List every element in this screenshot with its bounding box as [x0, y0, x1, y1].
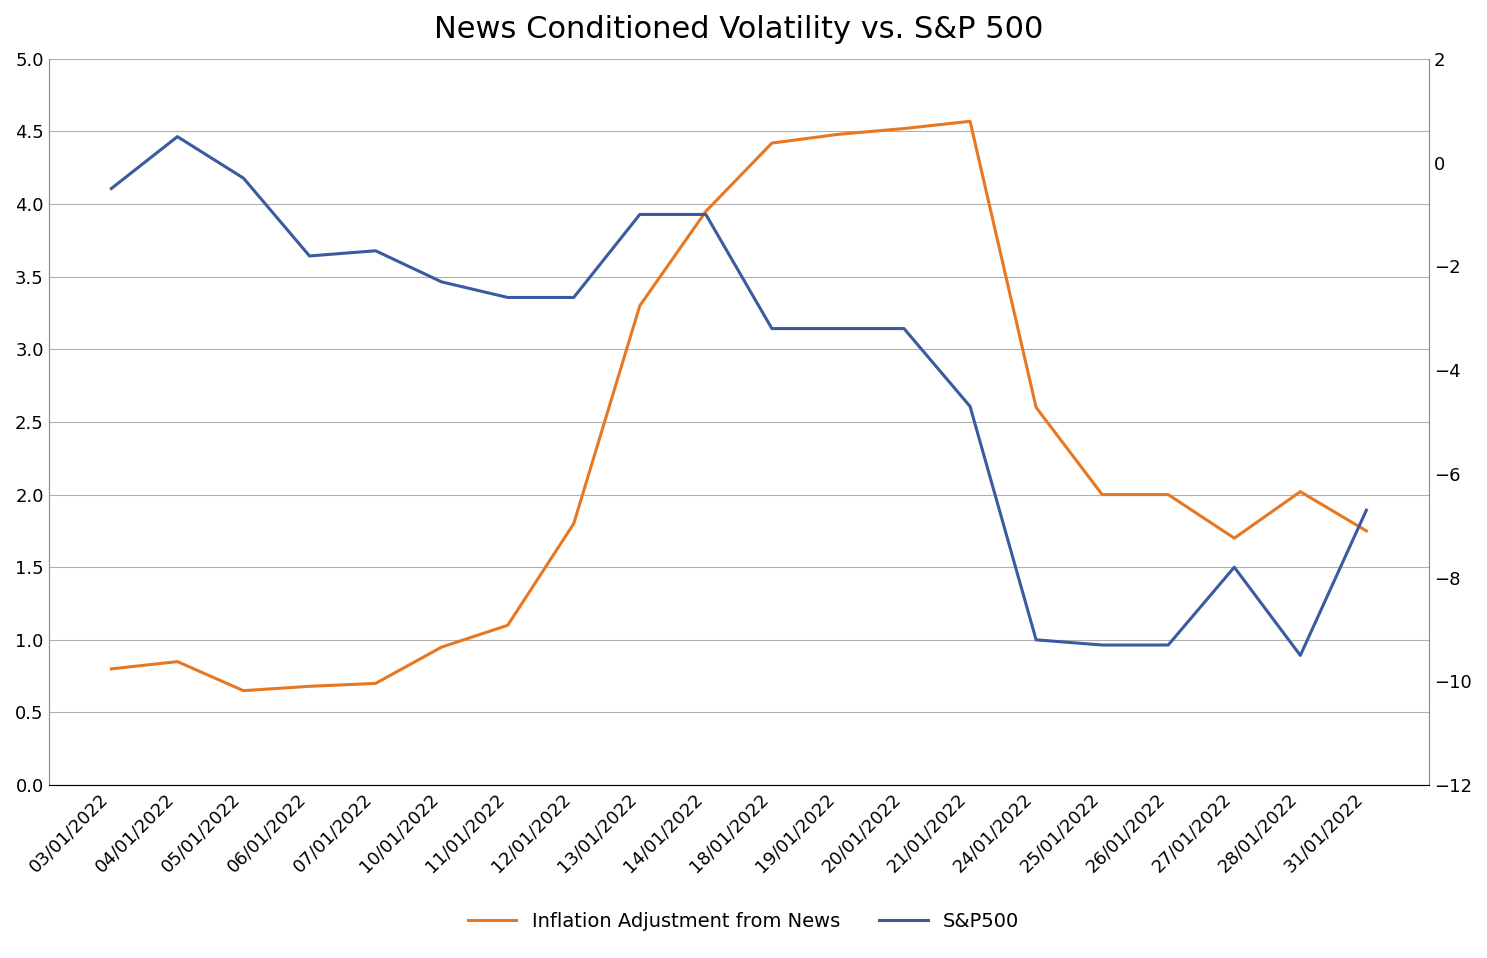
S&P500	[1028, 634, 1045, 646]
Inflation Adjustment from News	[498, 620, 516, 631]
Inflation Adjustment from News	[565, 518, 583, 530]
S&P500	[367, 245, 385, 257]
S&P500	[235, 172, 253, 184]
S&P500	[433, 276, 451, 287]
Inflation Adjustment from News	[830, 128, 848, 140]
S&P500	[498, 291, 516, 303]
S&P500	[630, 209, 648, 220]
S&P500	[1358, 505, 1375, 516]
Inflation Adjustment from News	[367, 677, 385, 689]
Title: News Conditioned Volatility vs. S&P 500: News Conditioned Volatility vs. S&P 500	[434, 15, 1044, 44]
S&P500	[1093, 639, 1111, 650]
S&P500	[1225, 561, 1243, 573]
Inflation Adjustment from News	[300, 680, 318, 692]
Inflation Adjustment from News	[961, 116, 978, 127]
Inflation Adjustment from News	[1160, 489, 1178, 500]
S&P500	[1160, 639, 1178, 650]
S&P500	[830, 323, 848, 334]
S&P500	[895, 323, 913, 334]
Inflation Adjustment from News	[168, 656, 186, 668]
Legend: Inflation Adjustment from News, S&P500: Inflation Adjustment from News, S&P500	[459, 904, 1028, 939]
S&P500	[961, 400, 978, 412]
Inflation Adjustment from News	[630, 300, 648, 311]
Inflation Adjustment from News	[895, 123, 913, 134]
Inflation Adjustment from News	[1358, 525, 1375, 536]
Inflation Adjustment from News	[1093, 489, 1111, 500]
Inflation Adjustment from News	[1225, 533, 1243, 544]
Inflation Adjustment from News	[1291, 486, 1309, 497]
Inflation Adjustment from News	[763, 137, 781, 148]
S&P500	[103, 183, 120, 194]
Inflation Adjustment from News	[235, 685, 253, 696]
Inflation Adjustment from News	[433, 641, 451, 652]
Inflation Adjustment from News	[697, 206, 715, 217]
Line: Inflation Adjustment from News: Inflation Adjustment from News	[112, 122, 1367, 691]
S&P500	[763, 323, 781, 334]
S&P500	[697, 209, 715, 220]
S&P500	[565, 291, 583, 303]
Inflation Adjustment from News	[1028, 401, 1045, 413]
S&P500	[300, 250, 318, 262]
Inflation Adjustment from News	[103, 663, 120, 674]
S&P500	[168, 131, 186, 143]
S&P500	[1291, 650, 1309, 661]
Line: S&P500: S&P500	[112, 137, 1367, 655]
